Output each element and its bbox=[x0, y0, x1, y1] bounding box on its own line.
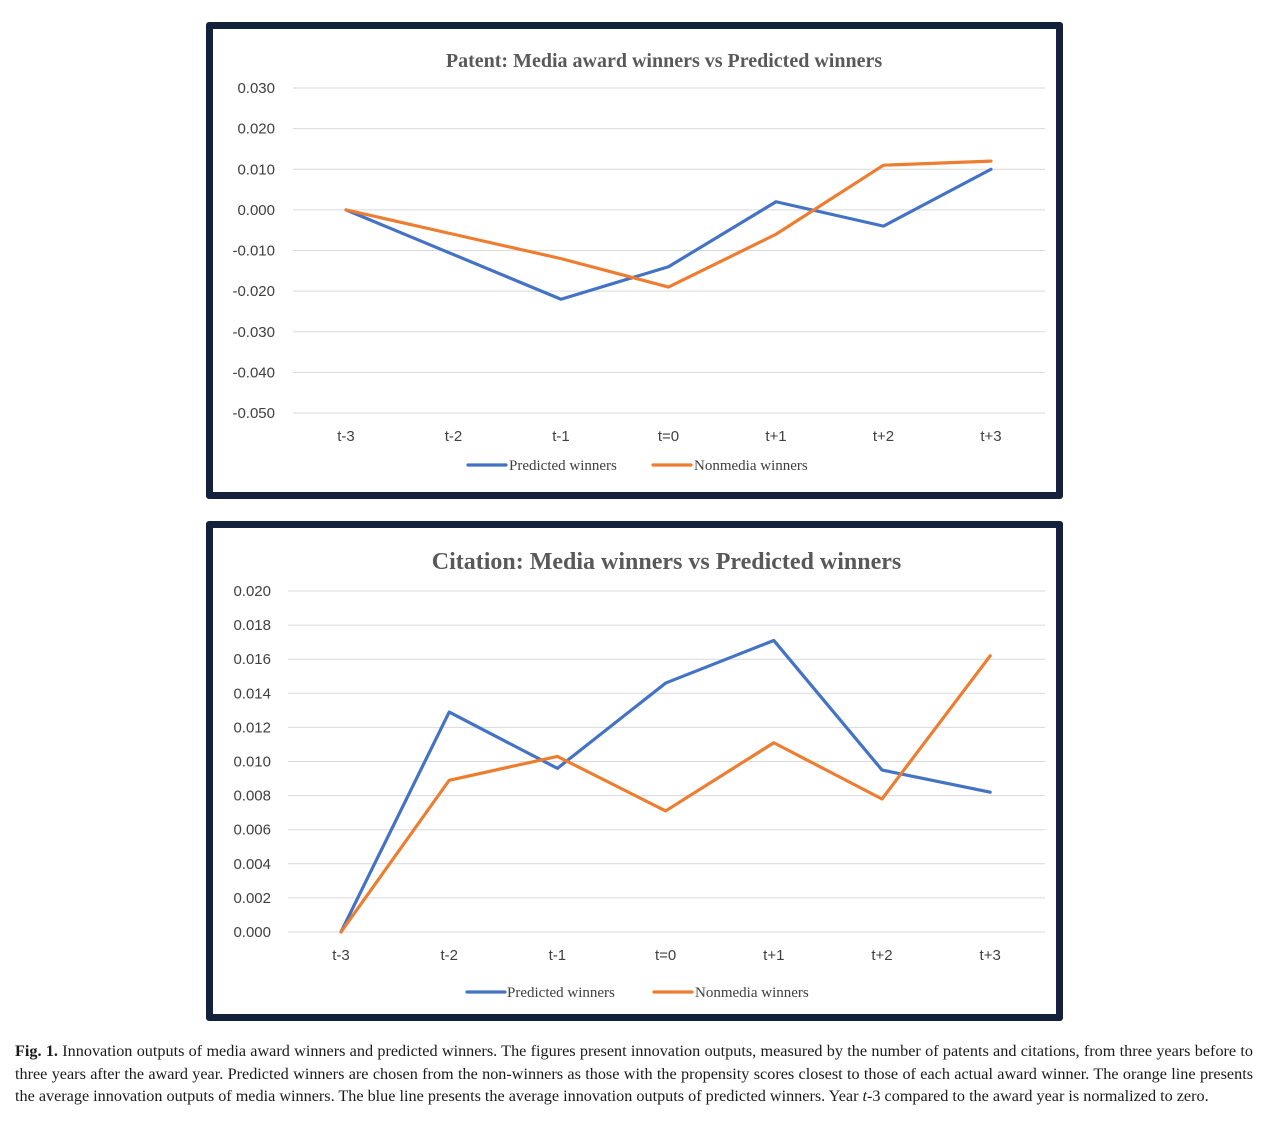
caption-italic: t bbox=[862, 1087, 868, 1105]
patent-legend-label-nonmedia-winners: Nonmedia winners bbox=[694, 458, 808, 474]
citation-y-tick-label: 0.004 bbox=[233, 856, 271, 873]
citation-y-tick-label: 0.008 bbox=[233, 788, 271, 805]
citation-x-tick-label: t-2 bbox=[440, 947, 458, 964]
citation-chart: Citation: Media winners vs Predicted win… bbox=[233, 549, 1045, 1001]
patent-y-tick-label: 0.000 bbox=[237, 202, 275, 219]
citation-y-tick-label: 0.020 bbox=[233, 583, 271, 600]
citation-x-tick-label: t=0 bbox=[655, 947, 676, 964]
citation-x-tick-label: t-1 bbox=[549, 947, 567, 964]
citation-y-tick-label: 0.010 bbox=[233, 754, 271, 771]
patent-y-tick-label: -0.010 bbox=[232, 243, 275, 260]
citation-legend-label-predicted-winners: Predicted winners bbox=[507, 985, 615, 1001]
patent-y-tick-label: 0.010 bbox=[237, 161, 275, 178]
citation-chart-panel: Citation: Media winners vs Predicted win… bbox=[206, 521, 1063, 1021]
caption-text-after: -3 compared to the award year is normali… bbox=[867, 1087, 1209, 1105]
citation-x-tick-label: t-3 bbox=[332, 947, 350, 964]
patent-x-tick-label: t+1 bbox=[765, 428, 786, 445]
patent-x-tick-label: t=0 bbox=[658, 428, 679, 445]
citation-y-tick-label: 0.018 bbox=[233, 617, 271, 634]
citation-y-tick-label: 0.012 bbox=[233, 719, 271, 736]
caption-text-before: Innovation outputs of media award winner… bbox=[15, 1042, 1253, 1105]
patent-x-tick-label: t+3 bbox=[980, 428, 1001, 445]
patent-y-tick-label: -0.030 bbox=[232, 324, 275, 341]
patent-y-tick-label: -0.050 bbox=[232, 405, 275, 422]
patent-x-tick-label: t-1 bbox=[552, 428, 570, 445]
figure-caption: Fig. 1. Innovation outputs of media awar… bbox=[15, 1040, 1253, 1108]
patent-y-tick-label: 0.020 bbox=[237, 121, 275, 138]
patent-y-tick-label: 0.030 bbox=[237, 80, 275, 97]
citation-legend-label-nonmedia-winners: Nonmedia winners bbox=[695, 985, 809, 1001]
patent-y-tick-label: -0.020 bbox=[232, 283, 275, 300]
citation-series-nonmedia-winners bbox=[339, 654, 992, 934]
patent-series-predicted-winners bbox=[344, 167, 993, 301]
patent-legend-label-predicted-winners: Predicted winners bbox=[509, 458, 617, 474]
citation-y-tick-label: 0.014 bbox=[233, 685, 271, 702]
patent-chart: Patent: Media award winners vs Predicted… bbox=[232, 50, 1045, 474]
patent-chart-panel: Patent: Media award winners vs Predicted… bbox=[206, 22, 1063, 499]
caption-label: Fig. 1. bbox=[15, 1042, 58, 1060]
patent-chart-title: Patent: Media award winners vs Predicted… bbox=[446, 50, 882, 72]
patent-x-tick-label: t-3 bbox=[337, 428, 355, 445]
citation-x-tick-label: t+1 bbox=[763, 947, 784, 964]
patent-y-tick-label: -0.040 bbox=[232, 364, 275, 381]
citation-chart-title: Citation: Media winners vs Predicted win… bbox=[432, 549, 902, 575]
patent-x-tick-label: t-2 bbox=[445, 428, 463, 445]
citation-y-tick-label: 0.000 bbox=[233, 924, 271, 941]
patent-x-tick-label: t+2 bbox=[873, 428, 894, 445]
citation-y-tick-label: 0.006 bbox=[233, 822, 271, 839]
citation-x-tick-label: t+3 bbox=[980, 947, 1001, 964]
citation-y-tick-label: 0.016 bbox=[233, 651, 271, 668]
citation-y-tick-label: 0.002 bbox=[233, 890, 271, 907]
citation-x-tick-label: t+2 bbox=[871, 947, 892, 964]
